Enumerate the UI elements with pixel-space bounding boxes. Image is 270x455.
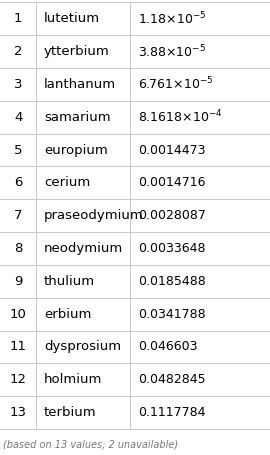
Text: cerium: cerium (44, 177, 90, 189)
Text: 13: 13 (10, 406, 27, 419)
Text: ytterbium: ytterbium (44, 45, 110, 58)
Text: 0.0033648: 0.0033648 (138, 242, 205, 255)
Text: 8: 8 (14, 242, 22, 255)
Text: lutetium: lutetium (44, 12, 100, 25)
Text: lanthanum: lanthanum (44, 78, 116, 91)
Text: 11: 11 (10, 340, 27, 354)
Text: 2: 2 (14, 45, 22, 58)
Text: 6: 6 (14, 177, 22, 189)
Text: praseodymium: praseodymium (44, 209, 144, 222)
Text: holmium: holmium (44, 373, 102, 386)
Text: 4: 4 (14, 111, 22, 124)
Text: neodymium: neodymium (44, 242, 123, 255)
Text: dysprosium: dysprosium (44, 340, 121, 354)
Text: $3.88{\times}10^{-5}$: $3.88{\times}10^{-5}$ (138, 43, 206, 60)
Text: $8.1618{\times}10^{-4}$: $8.1618{\times}10^{-4}$ (138, 109, 222, 126)
Text: samarium: samarium (44, 111, 110, 124)
Text: 7: 7 (14, 209, 22, 222)
Text: 0.0014473: 0.0014473 (138, 143, 205, 157)
Text: 9: 9 (14, 275, 22, 288)
Text: 5: 5 (14, 143, 22, 157)
Text: 0.0028087: 0.0028087 (138, 209, 206, 222)
Text: europium: europium (44, 143, 108, 157)
Text: terbium: terbium (44, 406, 97, 419)
Text: 0.0185488: 0.0185488 (138, 275, 206, 288)
Text: 3: 3 (14, 78, 22, 91)
Text: 10: 10 (10, 308, 27, 321)
Text: $6.761{\times}10^{-5}$: $6.761{\times}10^{-5}$ (138, 76, 214, 93)
Text: 0.0482845: 0.0482845 (138, 373, 206, 386)
Text: 0.046603: 0.046603 (138, 340, 198, 354)
Text: $1.18{\times}10^{-5}$: $1.18{\times}10^{-5}$ (138, 10, 207, 27)
Text: 0.1117784: 0.1117784 (138, 406, 205, 419)
Text: thulium: thulium (44, 275, 95, 288)
Text: 1: 1 (14, 12, 22, 25)
Text: 0.0014716: 0.0014716 (138, 177, 205, 189)
Text: (based on 13 values; 2 unavailable): (based on 13 values; 2 unavailable) (3, 440, 178, 450)
Text: 0.0341788: 0.0341788 (138, 308, 206, 321)
Text: 12: 12 (10, 373, 27, 386)
Text: erbium: erbium (44, 308, 91, 321)
